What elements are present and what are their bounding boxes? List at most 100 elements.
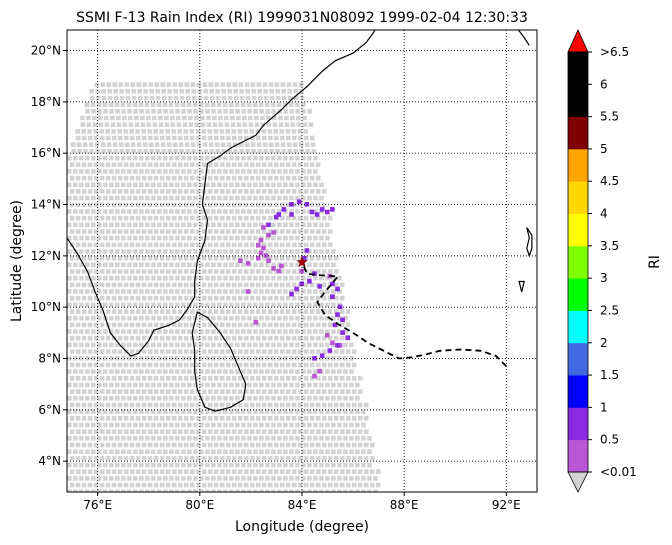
swath-pixel [237,456,243,461]
swath-pixel [331,462,336,468]
swath-pixel [183,269,189,274]
swath-pixel [85,109,90,114]
swath-pixel [139,396,144,401]
swath-pixel [249,402,255,408]
swath-pixel [260,122,266,127]
swath-pixel [339,322,345,328]
swath-pixel [279,416,285,421]
swath-pixel [125,89,130,94]
swath-pixel [145,315,150,321]
swath-pixel [247,155,252,161]
swath-pixel [297,482,303,488]
swath-pixel [163,436,168,441]
swath-pixel [211,169,216,174]
swath-pixel [337,369,342,374]
swath-pixel [151,449,156,454]
swath-pixel [193,449,198,454]
swath-pixel [153,442,159,448]
swath-pixel [237,229,243,234]
swath-pixel [272,115,277,121]
swath-pixel [93,229,99,234]
swath-pixel [99,309,105,314]
swath-pixel [187,109,192,114]
swath-pixel [183,295,189,301]
swath-pixel [121,356,126,361]
swath-pixel [69,309,75,314]
swath-pixel [255,162,261,167]
swath-pixel [303,376,309,381]
swath-pixel [127,222,132,228]
swath-pixel [291,175,297,181]
swath-pixel [285,175,291,181]
swath-pixel [215,95,221,101]
swath-pixel [169,222,174,228]
swath-pixel [213,402,219,408]
swath-pixel [143,149,148,154]
swath-pixel [183,349,189,354]
swath-pixel [321,456,327,461]
swath-pixel [279,175,285,181]
swath-pixel [249,269,255,274]
swath-pixel [147,482,153,488]
swath-pixel [223,315,228,321]
swath-pixel [249,215,255,221]
swath-pixel [99,242,105,248]
swath-pixel [271,222,276,228]
swath-pixel [103,235,108,241]
swath-pixel [283,289,288,294]
swath-pixel [249,429,255,434]
swath-pixel [313,436,318,441]
little-andaman [518,280,525,292]
swath-pixel [101,95,107,101]
swath-pixel [171,189,177,194]
swath-pixel [265,249,270,254]
swath-pixel [209,89,214,94]
swath-pixel [77,149,82,154]
swath-pixel [315,362,321,368]
swath-pixel [122,122,128,127]
swath-pixel [75,482,81,488]
swath-pixel [283,422,288,428]
swath-pixel [199,169,204,174]
swath-pixel [123,255,129,261]
swath-pixel [117,129,122,134]
swath-pixel [79,436,84,441]
swath-pixel [248,115,253,121]
swath-pixel [235,155,240,161]
swath-pixel [121,396,126,401]
swath-pixel [262,135,267,141]
swath-pixel [351,349,357,354]
swath-pixel [147,442,153,448]
swath-pixel [219,175,225,181]
rain-pixel [266,232,271,238]
swath-pixel [243,442,249,448]
swath-pixel [175,436,180,441]
swath-pixel [97,329,102,334]
swath-pixel [319,249,324,254]
swath-pixel [205,342,210,348]
swath-pixel [171,215,177,221]
swath-pixel [91,262,96,268]
swath-pixel [189,456,195,461]
swath-pixel [211,222,216,228]
swath-pixel [145,342,150,348]
swath-pixel [283,396,288,401]
swath-pixel [105,175,111,181]
swath-pixel [357,429,363,434]
swath-pixel [135,242,141,248]
swath-pixel [247,382,252,388]
swath-pixel [298,135,303,141]
swath-pixel [263,149,268,154]
swath-pixel [189,349,195,354]
swath-pixel [145,235,150,241]
swath-pixel [115,275,120,281]
swath-pixel [129,416,135,421]
swath-pixel [69,162,75,167]
swath-pixel [303,456,309,461]
swath-pixel [85,489,90,492]
swath-pixel [247,396,252,401]
swath-pixel [307,275,312,281]
swath-pixel [237,175,243,181]
swath-pixel [273,482,279,488]
swath-pixel [223,462,228,468]
